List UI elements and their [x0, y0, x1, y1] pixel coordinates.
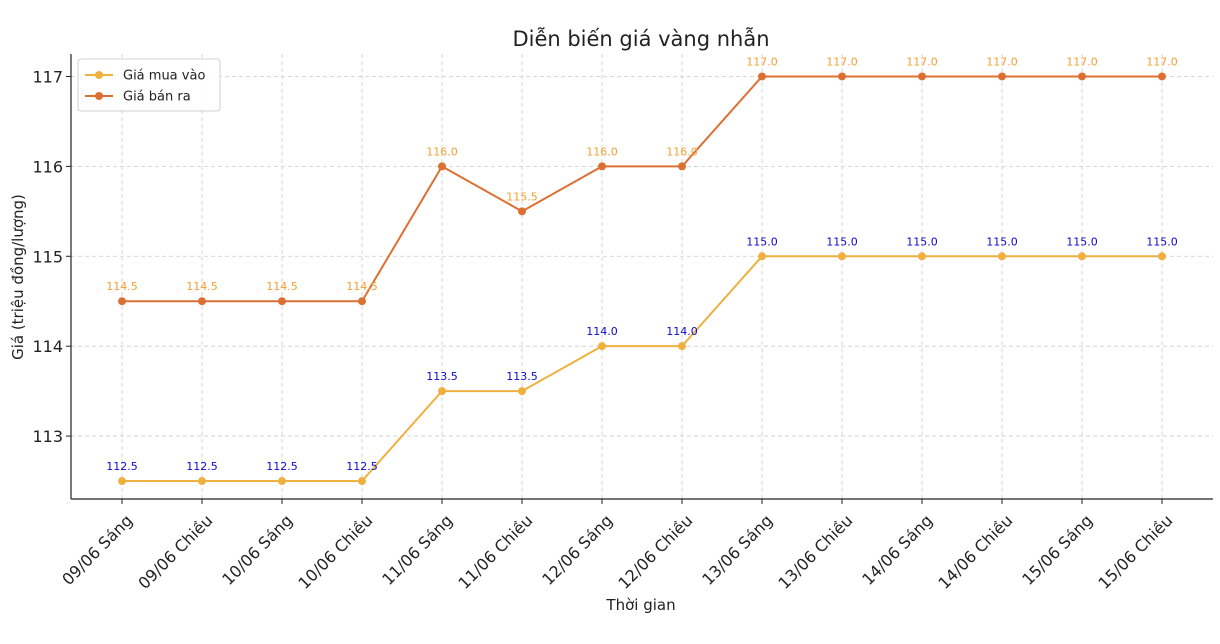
- data-label: 115.0: [906, 235, 938, 248]
- legend-marker-ban-ra: [95, 92, 103, 100]
- x-tick-label: 13/06 Sáng: [698, 511, 776, 589]
- data-point: [198, 297, 206, 306]
- x-tick-label: 15/06 Sáng: [1018, 511, 1096, 589]
- x-tick-label: 14/06 Chiều: [934, 511, 1016, 593]
- data-label: 117.0: [906, 55, 938, 68]
- data-labels: 112.5 112.5 112.5 112.5 113.5 113.5 114.0 114.0…: [106, 55, 1178, 473]
- legend: Giá mua vào Giá bán ra: [77, 58, 221, 112]
- data-label: 116.0: [586, 145, 618, 158]
- data-point: [438, 162, 446, 171]
- data-point: [1158, 72, 1166, 81]
- data-point: [518, 387, 526, 396]
- data-point: [998, 252, 1006, 261]
- chart-title: Diễn biến giá vàng nhẫn: [512, 26, 769, 51]
- data-label: 112.5: [186, 460, 218, 473]
- data-label: 114.5: [346, 280, 378, 293]
- data-label: 112.5: [266, 460, 298, 473]
- data-label: 114.0: [666, 325, 698, 338]
- x-tick-label: 09/06 Chiều: [134, 511, 216, 593]
- data-label: 114.5: [106, 280, 138, 293]
- data-label: 115.0: [826, 235, 858, 248]
- data-label: 114.5: [186, 280, 218, 293]
- data-point: [118, 297, 126, 306]
- data-point: [1158, 252, 1166, 261]
- data-point: [1078, 72, 1086, 81]
- data-point: [598, 162, 606, 171]
- series-line-1: [122, 75, 1162, 303]
- data-point: [678, 162, 686, 171]
- y-axis-title: Giá (triệu đồng/lượng): [9, 194, 27, 360]
- data-label: 117.0: [1066, 55, 1098, 68]
- data-point: [998, 72, 1006, 81]
- legend-marker-mua-vao: [95, 71, 103, 79]
- x-tick-label: 12/06 Sáng: [538, 511, 616, 589]
- data-label: 117.0: [1146, 55, 1178, 68]
- x-tick-label: 10/06 Sáng: [218, 511, 296, 589]
- data-point: [758, 72, 766, 81]
- y-tick-label: 115: [32, 247, 63, 266]
- data-point: [1078, 252, 1086, 261]
- data-label: 116.0: [426, 145, 458, 158]
- data-point: [838, 72, 846, 81]
- data-point: [678, 342, 686, 351]
- data-label: 114.5: [266, 280, 298, 293]
- legend-box: [77, 58, 221, 112]
- y-tick-label: 117: [32, 67, 63, 86]
- data-label: 114.0: [586, 325, 618, 338]
- y-tick-label: 114: [32, 337, 63, 356]
- data-label: 116.0: [666, 145, 698, 158]
- legend-label-ban-ra: Giá bán ra: [123, 90, 191, 105]
- x-tick-label: 09/06 Sáng: [58, 511, 136, 589]
- data-point: [358, 477, 366, 486]
- data-label: 115.0: [1066, 235, 1098, 248]
- data-point: [758, 252, 766, 261]
- data-label: 115.0: [986, 235, 1018, 248]
- data-label: 115.0: [1146, 235, 1178, 248]
- data-point: [358, 297, 366, 306]
- grid: [71, 54, 1213, 499]
- x-tick-label: 11/06 Chiều: [454, 511, 536, 593]
- data-label: 117.0: [986, 55, 1018, 68]
- y-axis: 113 114 115 116 117: [32, 67, 71, 446]
- data-label: 113.5: [426, 370, 458, 383]
- data-point: [598, 342, 606, 351]
- data-point: [118, 477, 126, 486]
- data-point: [838, 252, 846, 261]
- legend-label-mua-vao: Giá mua vào: [123, 69, 205, 84]
- series-line-0: [122, 255, 1162, 483]
- data-label: 115.0: [746, 235, 778, 248]
- x-tick-label: 14/06 Sáng: [858, 511, 936, 589]
- data-label: 117.0: [826, 55, 858, 68]
- series-layer: [118, 72, 1166, 486]
- data-point: [918, 72, 926, 81]
- data-label: 117.0: [746, 55, 778, 68]
- data-point: [918, 252, 926, 261]
- data-point: [438, 387, 446, 396]
- data-label: 113.5: [506, 370, 538, 383]
- y-tick-label: 116: [32, 157, 63, 176]
- x-tick-label: 13/06 Chiều: [774, 511, 856, 593]
- data-label: 112.5: [106, 460, 138, 473]
- data-point: [278, 477, 286, 486]
- x-tick-label: 15/06 Chiều: [1094, 511, 1176, 593]
- x-tick-label: 10/06 Chiều: [294, 511, 376, 593]
- data-point: [278, 297, 286, 306]
- x-tick-label: 12/06 Chiều: [614, 511, 696, 593]
- data-point: [198, 477, 206, 486]
- data-label: 112.5: [346, 460, 378, 473]
- data-label: 115.5: [506, 190, 538, 203]
- x-axis-title: Thời gian: [605, 596, 675, 614]
- x-tick-label: 11/06 Sáng: [378, 511, 456, 589]
- data-point: [518, 207, 526, 216]
- y-tick-label: 113: [32, 427, 63, 446]
